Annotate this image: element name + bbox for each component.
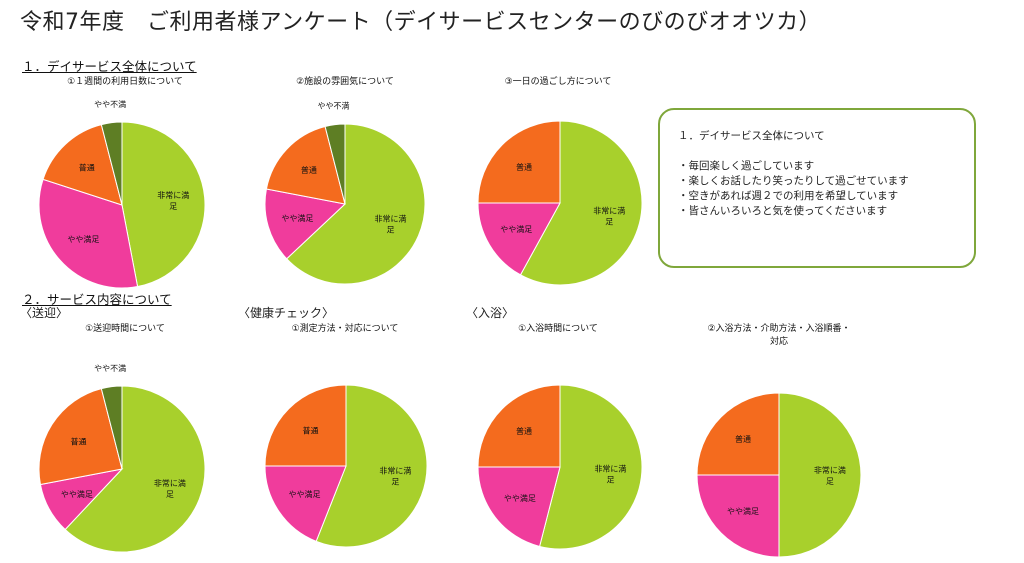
pie-slice-average xyxy=(264,384,347,467)
pie-slice-somewhat-satisfied xyxy=(477,466,561,548)
pie-slice-very-satisfied xyxy=(315,384,428,548)
chart-title-transport-time: ①送迎時間について xyxy=(85,324,165,334)
pie-slice-label: やや満足 xyxy=(504,494,536,503)
pie-slice-average xyxy=(477,384,561,468)
pie-slice-label: 非常に満足 xyxy=(154,478,186,499)
pie-slice-label: 普通 xyxy=(71,436,87,446)
comment-line: ・皆さんいろいろと気を使ってくださいます xyxy=(678,205,888,217)
comment-line: ・空きがあれば週２での利用を希望しています xyxy=(678,190,899,202)
pie-slice-label: やや不満 xyxy=(94,364,126,373)
section-heading-overall: １．デイサービス全体について xyxy=(22,59,197,74)
pie-slice-somewhat-satisfied xyxy=(696,474,780,558)
pie-slice-label: 非常に満足 xyxy=(814,465,846,486)
pie-slice-label: 非常に満足 xyxy=(157,190,189,211)
pie-slice-label: やや満足 xyxy=(288,490,320,499)
chart-title-atmosphere: ②施設の雰囲気について xyxy=(296,77,394,87)
pie-slice-label: やや不満 xyxy=(94,100,126,109)
chart-title-daily-routine: ③一日の過ごし方について xyxy=(504,77,612,87)
pie-slice-label: 非常に満足 xyxy=(594,463,626,484)
comment-box: １．デイサービス全体について ・毎回楽しく過ごしています ・楽しくお話したり笑っ… xyxy=(658,108,976,268)
pie-slice-label: 普通 xyxy=(301,165,317,175)
pie-slice-label: やや不満 xyxy=(317,102,349,111)
pie-slice-average xyxy=(42,123,123,206)
chart-title-measurement: ①測定方法・対応について xyxy=(291,324,399,334)
pie-slice-very-satisfied xyxy=(285,123,426,285)
pie-slice-average xyxy=(265,125,346,205)
pie-slice-average xyxy=(477,120,561,204)
subheading-bath: 〈入浴〉 xyxy=(466,306,515,320)
pie-slice-label: 普通 xyxy=(79,162,95,172)
pie-slice-label: やや満足 xyxy=(67,235,99,244)
chart-title-weekly-days: ①１週間の利用日数について xyxy=(67,77,183,87)
chart-title-bath-method: ②入浴方法・介助方法・入浴順番・対応 xyxy=(707,324,851,347)
pie-slice-somewhat-satisfied xyxy=(264,188,347,260)
comment-line: ・楽しくお話したり笑ったりして過ごせています xyxy=(678,175,909,187)
pie-slice-label: やや満足 xyxy=(281,214,313,223)
pie-slice-label: 普通 xyxy=(516,162,532,172)
pie-slice-somewhat-satisfied xyxy=(264,465,347,542)
pie-slice-label: やや満足 xyxy=(61,490,93,499)
pie-slice-somewhat-dissatisfied xyxy=(100,385,123,470)
pie-slice-label: 非常に満足 xyxy=(379,465,411,486)
pie-slice-somewhat-dissatisfied xyxy=(100,121,123,206)
pie-slice-somewhat-dissatisfied xyxy=(324,123,346,205)
pie-slice-label: 非常に満足 xyxy=(375,214,407,235)
pie-slice-label: 普通 xyxy=(735,434,751,444)
pie-slice-label: やや満足 xyxy=(727,507,759,516)
pie-slice-very-satisfied xyxy=(778,392,862,558)
chart-title-bath-time: ①入浴時間について xyxy=(518,324,598,334)
pie-slice-somewhat-satisfied xyxy=(477,202,561,276)
pie-slice-label: 普通 xyxy=(516,426,532,436)
comment-box-title: １．デイサービス全体について xyxy=(678,130,825,142)
pie-slice-somewhat-satisfied xyxy=(38,178,139,289)
pie-slice-label: やや満足 xyxy=(500,225,532,234)
subheading-transport: 〈送迎〉 xyxy=(20,306,69,320)
subheading-health-check: 〈健康チェック〉 xyxy=(238,306,335,320)
pie-slice-very-satisfied xyxy=(519,120,643,286)
pie-slice-average xyxy=(696,392,780,476)
pie-slice-very-satisfied xyxy=(538,384,643,550)
pie-slice-label: 普通 xyxy=(302,425,318,435)
section-heading-service: ２．サービス内容について xyxy=(22,292,172,307)
pie-slice-very-satisfied xyxy=(64,385,206,553)
pie-chart-atmosphere: 非常に満足 やや満足 普通 やや不満 xyxy=(264,102,426,285)
pie-slice-average xyxy=(38,387,123,486)
page-title: 令和7年度 ご利用者様アンケート（デイサービスセンターのびのびオオツカ） xyxy=(20,10,822,35)
pie-slice-label: 非常に満足 xyxy=(593,206,625,227)
comment-line: ・毎回楽しく過ごしています xyxy=(678,160,815,172)
pie-slice-very-satisfied xyxy=(121,121,206,288)
